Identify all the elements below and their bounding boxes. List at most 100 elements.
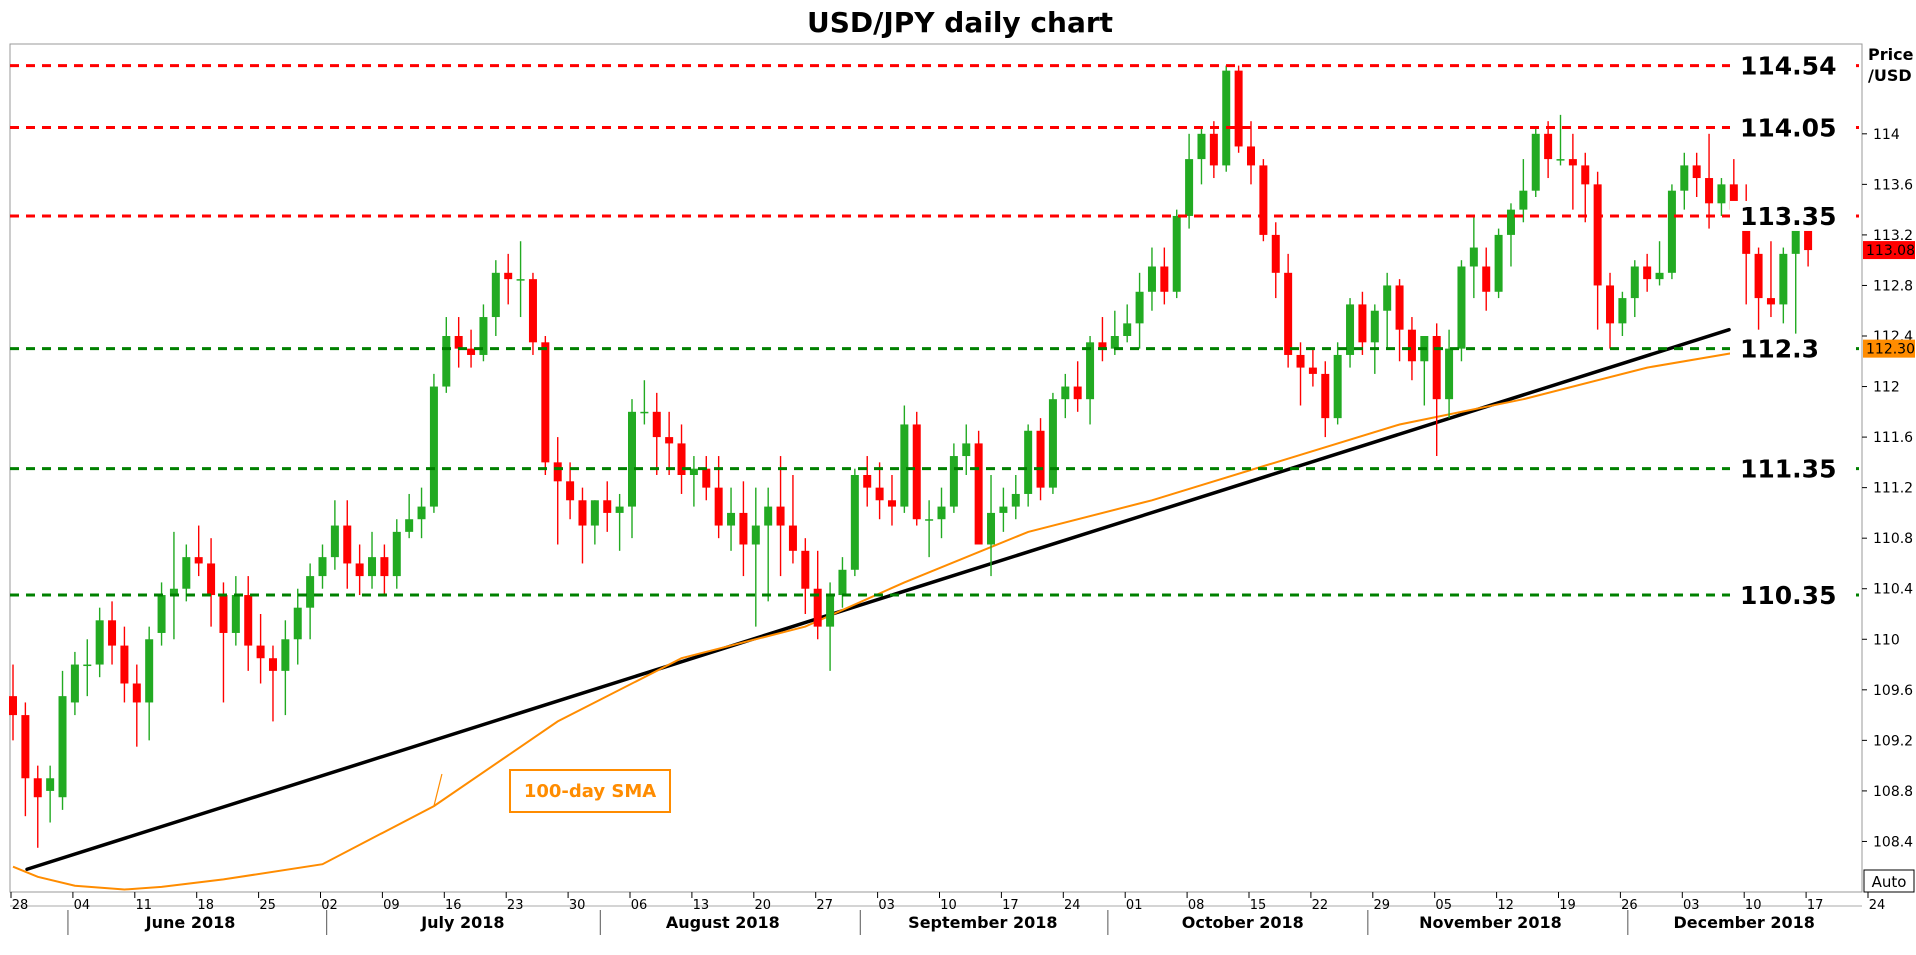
candle-body-down xyxy=(1643,266,1652,280)
x-day-label: 10 xyxy=(940,898,957,913)
candle-body-down xyxy=(1321,373,1330,419)
candle-body-up xyxy=(1655,272,1664,280)
candle-body-up xyxy=(628,411,636,507)
candle-body-up xyxy=(1197,133,1206,160)
candle-body-up xyxy=(1457,266,1466,349)
x-day-label: 17 xyxy=(1002,898,1019,913)
candle-body-down xyxy=(21,715,30,779)
candle-body-up xyxy=(330,525,339,558)
candle-body-down xyxy=(355,563,364,577)
candle-body-down xyxy=(1766,298,1775,305)
x-day-label: 23 xyxy=(507,898,524,913)
candle-body-down xyxy=(467,348,476,355)
candle-body-down xyxy=(1073,386,1082,400)
candle-body-down xyxy=(1692,165,1701,179)
y-tick-label: 112.8 xyxy=(1873,278,1913,294)
x-day-label: 17 xyxy=(1807,898,1824,913)
candle-body-down xyxy=(219,595,228,633)
candle-body-up xyxy=(417,506,426,520)
sma-legend-label: 100-day SMA xyxy=(524,781,656,802)
candle-body-down xyxy=(665,437,674,444)
x-day-label: 26 xyxy=(1621,898,1638,913)
x-day-label: 24 xyxy=(1869,898,1886,913)
x-day-label: 27 xyxy=(816,898,833,913)
candle-body-down xyxy=(244,595,253,646)
candle-body-down xyxy=(1581,165,1590,185)
candle-body-up xyxy=(751,525,760,545)
y-tick-label: 109.6 xyxy=(1873,683,1913,699)
candle-body-up xyxy=(46,778,55,791)
level-label-bg xyxy=(1730,50,1856,81)
candle-body-up xyxy=(70,664,79,703)
candle-body-up xyxy=(1123,323,1132,336)
candle-body-down xyxy=(343,525,352,564)
candle-body-up xyxy=(727,512,736,526)
candle-body-down xyxy=(268,658,277,671)
candle-body-up xyxy=(1346,304,1355,355)
candle-body-up xyxy=(1531,133,1540,191)
candle-body-up xyxy=(1717,184,1726,204)
x-month-label: August 2018 xyxy=(666,913,780,932)
candle-body-down xyxy=(1098,342,1107,349)
candle-body-down xyxy=(1804,215,1813,251)
candle-body-down xyxy=(1036,430,1045,488)
x-day-label: 29 xyxy=(1374,898,1391,913)
sma-100-line xyxy=(12,347,1759,891)
candle-body-up xyxy=(1061,386,1070,400)
candle-body-down xyxy=(1606,285,1615,324)
candle-body-up xyxy=(479,317,488,355)
x-day-label: 25 xyxy=(259,898,276,913)
x-day-label: 03 xyxy=(878,898,895,913)
x-day-label: 06 xyxy=(631,898,648,913)
y-axis-title-line2: /USD xyxy=(1868,66,1912,85)
candle-body-up xyxy=(1011,493,1020,507)
y-tick-label: 108.4 xyxy=(1873,834,1913,850)
candle-body-up xyxy=(1469,247,1478,267)
y-tick-label: 111.2 xyxy=(1873,481,1913,497)
candles-layer xyxy=(9,65,1813,848)
x-day-label: 10 xyxy=(1745,898,1762,913)
candle-body-down xyxy=(1705,178,1714,204)
candle-body-up xyxy=(999,506,1008,513)
candle-body-up xyxy=(157,595,166,633)
candle-body-up xyxy=(689,468,698,475)
candle-body-up xyxy=(368,557,377,577)
level-label: 114.05 xyxy=(1740,114,1836,143)
levels-layer: 114.54 114.05 113.35 112.3 111.35 110.35 xyxy=(10,50,1862,611)
auto-label: Auto xyxy=(1872,873,1907,891)
candle-body-up xyxy=(615,506,624,513)
y-tick-label: 110 xyxy=(1873,632,1900,648)
candle-body-down xyxy=(813,588,822,627)
y-axis-title-line1: Price xyxy=(1868,45,1914,64)
x-day-label: 16 xyxy=(445,898,462,913)
candle-body-up xyxy=(1618,298,1627,324)
x-day-label: 13 xyxy=(693,898,710,913)
candle-body-up xyxy=(1680,165,1689,191)
candle-body-down xyxy=(33,778,42,798)
candle-body-up xyxy=(58,696,67,798)
candle-body-up xyxy=(1172,215,1181,292)
x-day-label: 19 xyxy=(1559,898,1576,913)
candle-body-up xyxy=(1519,190,1528,210)
chart-title: USD/JPY daily chart xyxy=(807,6,1113,39)
candle-body-up xyxy=(405,519,414,532)
auto-button[interactable]: Auto xyxy=(1863,869,1915,893)
trendline-layer xyxy=(25,327,1731,872)
candle-body-down xyxy=(454,336,463,349)
candle-body-up xyxy=(293,607,302,640)
candle-body-up xyxy=(83,664,92,667)
sma-layer: 100-day SMA xyxy=(12,347,1759,891)
candle-body-down xyxy=(1729,184,1738,210)
candle-body-down xyxy=(1271,234,1280,273)
candle-body-up xyxy=(900,424,909,507)
y-tick-label: 111.6 xyxy=(1873,430,1913,446)
candle-body-up xyxy=(1383,285,1392,311)
candle-body-down xyxy=(1482,266,1491,292)
candle-body-down xyxy=(801,550,810,589)
y-tick-label: 114 xyxy=(1873,127,1900,143)
level-label-bg xyxy=(1730,333,1856,364)
candle-body-up xyxy=(590,500,599,526)
candle-body-down xyxy=(788,525,797,551)
candle-body-down xyxy=(1160,266,1169,292)
y-tick-label: 113.2 xyxy=(1873,228,1913,244)
